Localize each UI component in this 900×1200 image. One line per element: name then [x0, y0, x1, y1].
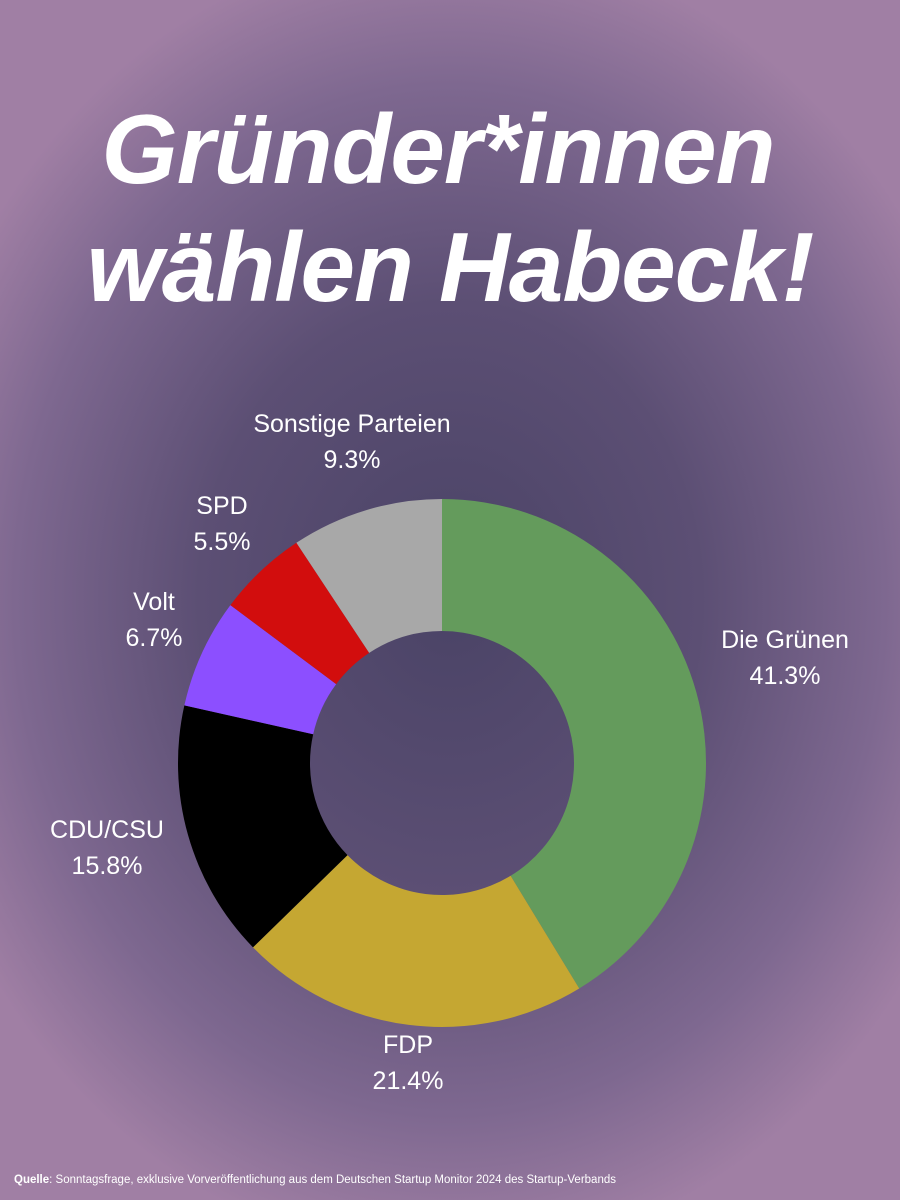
slice-value-label: 9.3% — [324, 446, 381, 474]
source-footer: Quelle: Sonntagsfrage, exklusive Vorverö… — [14, 1174, 616, 1186]
headline-line-1: Gründer*innen — [101, 94, 775, 204]
slice-spd — [230, 542, 370, 685]
slice-label: Die Grünen — [721, 626, 849, 654]
slice-sonstige-parteien — [296, 499, 442, 653]
slice-value-label: 15.8% — [72, 852, 143, 880]
slice-value-label: 21.4% — [373, 1067, 444, 1095]
slice-label: Sonstige Parteien — [253, 410, 450, 438]
slice-label: Volt — [133, 588, 175, 616]
source-label: Quelle — [14, 1174, 50, 1186]
slice-die-gr-nen — [442, 499, 706, 989]
slice-volt — [184, 605, 337, 735]
slice-value-label: 41.3% — [750, 662, 821, 690]
slice-cdu-csu — [177, 705, 348, 948]
slice-label: SPD — [196, 492, 247, 520]
slice-value-label: 6.7% — [126, 624, 183, 652]
headline-line-2: wählen Habeck! — [86, 212, 815, 322]
slice-label: CDU/CSU — [50, 816, 164, 844]
slice-fdp — [252, 855, 580, 1027]
source-text: : Sonntagsfrage, exklusive Vorveröffentl… — [49, 1174, 616, 1186]
slice-label: FDP — [383, 1031, 433, 1059]
slice-value-label: 5.5% — [194, 528, 251, 556]
